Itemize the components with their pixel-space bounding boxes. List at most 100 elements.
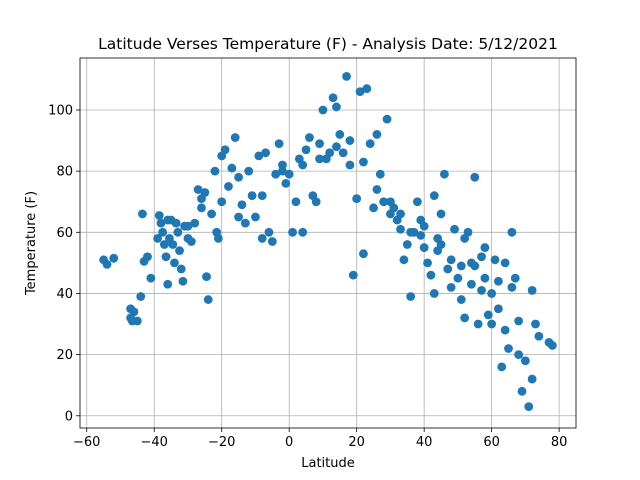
scatter-point (193, 185, 203, 194)
y-tick-label: 0 (65, 409, 73, 424)
scatter-point (240, 218, 250, 228)
scatter-point (429, 289, 439, 298)
scatter-point (311, 197, 321, 207)
scatter-point (359, 249, 368, 259)
x-tick-label: 20 (348, 435, 365, 450)
scatter-point (477, 252, 486, 262)
scatter-point (267, 237, 277, 246)
scatter-point (493, 276, 503, 286)
scatter-point (500, 325, 510, 335)
scatter-point (510, 273, 520, 283)
scatter-point (278, 160, 287, 170)
scatter-point (396, 224, 405, 234)
scatter-point (497, 362, 507, 372)
scatter-point (176, 264, 186, 274)
scatter-point (129, 307, 139, 317)
scatter-point (547, 341, 557, 350)
scatter-point (154, 211, 164, 220)
y-tick-label: 80 (56, 165, 73, 180)
scatter-point (477, 285, 486, 295)
x-tick-label: −20 (208, 435, 235, 450)
scatter-point (467, 279, 476, 289)
scatter-point (500, 258, 510, 268)
scatter-point (109, 253, 119, 263)
scatter-point (446, 255, 456, 265)
scatter-point (244, 166, 254, 176)
scatter-point (419, 221, 429, 231)
scatter-point (217, 197, 227, 207)
scatter-point (460, 313, 470, 323)
scatter-point (332, 142, 341, 152)
scatter-point (328, 93, 338, 103)
scatter-point (210, 166, 220, 176)
scatter-point (440, 169, 449, 179)
scatter-point (220, 145, 230, 155)
scatter-point (318, 105, 328, 115)
scatter-point (450, 224, 459, 234)
scatter-point (298, 227, 308, 237)
scatter-point (132, 316, 142, 326)
scatter-point (163, 215, 173, 225)
scatter-point (171, 218, 181, 228)
scatter-point (456, 295, 466, 304)
x-tick-label: −40 (141, 435, 168, 450)
grid-layer (80, 58, 576, 428)
scatter-point (429, 191, 439, 201)
scatter-point (396, 209, 405, 219)
x-tick-label: 80 (551, 435, 568, 450)
scatter-point (288, 227, 297, 237)
scatter-point (175, 246, 184, 256)
scatter-point (274, 139, 284, 149)
scatter-point (524, 402, 534, 411)
scatter-point (143, 252, 152, 262)
scatter-point (301, 145, 311, 155)
scatter-point (406, 227, 416, 237)
scatter-point (423, 258, 432, 268)
plot-frame (79, 57, 577, 429)
scatter-point (138, 209, 147, 219)
scatter-point (325, 148, 335, 158)
scatter-point (352, 194, 362, 204)
scatter-point (480, 273, 490, 283)
scatter-point (359, 157, 368, 167)
scatter-point (202, 272, 211, 282)
scatter-point (257, 234, 267, 243)
scatter-point (348, 270, 358, 280)
scatter-point (146, 273, 156, 283)
scatter-point (264, 227, 274, 237)
scatter-point (271, 169, 281, 179)
scatter-point (338, 148, 348, 158)
chart-title: Latitude Verses Temperature (F) - Analys… (98, 35, 558, 53)
scatter-point (372, 185, 382, 194)
scatter-point (436, 209, 446, 219)
x-tick-label: 60 (483, 435, 500, 450)
scatter-point (473, 319, 483, 329)
scatter-point (163, 279, 173, 289)
scatter-point (224, 182, 233, 191)
scatter-point (514, 350, 524, 360)
scatter-point (490, 255, 500, 265)
scatter-point (419, 243, 429, 252)
scatter-point (183, 221, 193, 231)
scatter-point (247, 191, 257, 201)
scatter-point (406, 292, 416, 301)
scatter-point (315, 139, 324, 149)
scatter-point (504, 344, 513, 353)
scatter-point (230, 133, 240, 142)
scatter-point (433, 246, 443, 256)
scatter-point (345, 160, 355, 170)
scatter-point (305, 133, 314, 142)
scatter-point (527, 374, 537, 384)
scatter-point (173, 227, 183, 237)
scatter-point (355, 87, 365, 97)
scatter-point (315, 154, 324, 164)
scatter-point (156, 218, 166, 228)
scatter-point (483, 310, 493, 320)
scatter-point (168, 240, 178, 249)
scatter-point (227, 163, 237, 173)
scatter-point (487, 319, 497, 329)
scatter-point (514, 316, 524, 326)
scatter-point (161, 252, 171, 262)
scatter-point (460, 234, 470, 243)
